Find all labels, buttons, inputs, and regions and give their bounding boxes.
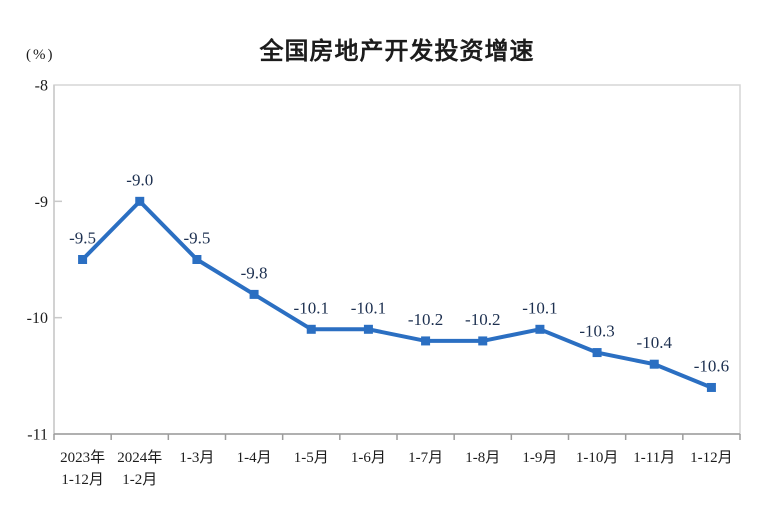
data-point-label: -9.0: [126, 170, 153, 189]
data-point-label: -10.1: [294, 298, 329, 317]
data-point-marker: [78, 255, 88, 264]
y-axis-unit-label: (%): [26, 47, 55, 63]
x-tick-label: 1-7月: [408, 450, 443, 466]
y-tick-label: -11: [27, 427, 48, 444]
data-point-label: -10.3: [579, 322, 614, 341]
y-tick-label: -10: [27, 310, 48, 327]
y-tick-label: -9: [35, 194, 48, 211]
data-point-label: -9.8: [241, 263, 268, 282]
x-tick-label: 2023年 1-12月: [60, 449, 105, 488]
data-point-marker: [478, 336, 488, 346]
x-tick-label: 1-12月: [690, 450, 733, 466]
data-point-label: -10.1: [522, 298, 557, 317]
data-point-label: -10.2: [465, 310, 500, 329]
y-axis: [53, 85, 62, 434]
chart-title: 全国房地产开发投资增速: [259, 38, 535, 65]
data-point-marker: [421, 336, 431, 346]
x-tick-label: 1-3月: [179, 450, 214, 466]
plot-area-border: [53, 84, 741, 435]
data-point-label: -9.5: [183, 229, 210, 248]
x-tick-label: 1-8月: [465, 450, 500, 466]
data-point-marker: [306, 324, 316, 334]
data-point-marker: [135, 196, 145, 206]
data-series: [78, 196, 716, 392]
series-line: [81, 198, 713, 390]
x-tick-label: 2024年 1-2月: [117, 449, 162, 488]
data-point-marker: [592, 348, 602, 358]
data-point-marker: [192, 255, 202, 264]
data-point-label: -10.1: [351, 298, 386, 317]
data-point-label: -10.4: [637, 333, 673, 352]
data-point-label: -9.5: [69, 229, 96, 248]
data-point-marker: [649, 359, 659, 369]
data-point-label: -10.6: [694, 356, 729, 375]
data-point-label: -10.2: [408, 310, 443, 329]
data-point-marker: [363, 324, 373, 334]
x-tick-label: 1-10月: [576, 450, 619, 466]
data-point-marker: [535, 324, 545, 334]
x-axis-labels: 2023年 1-12月 2024年 1-2月 1-3月 1-4月 1-5月 1-6月 1-7月 1…: [60, 449, 733, 488]
y-axis-labels: -8 -9 -10 -11: [27, 78, 48, 444]
x-tick-label: 1-9月: [522, 450, 557, 466]
x-tick-label: 1-5月: [294, 450, 329, 466]
y-tick-label: -8: [35, 78, 48, 95]
data-labels: -9.5 -9.0 -9.5 -9.8 -10.1 -10.1 -10.2 -10.2 -10.…: [69, 170, 729, 375]
x-axis: [53, 433, 741, 440]
x-tick-label: 1-6月: [351, 450, 386, 466]
x-tick-label: 1-11月: [633, 450, 675, 466]
data-point-marker: [706, 382, 716, 392]
x-tick-label: 1-4月: [237, 450, 272, 466]
data-point-marker: [249, 289, 259, 299]
